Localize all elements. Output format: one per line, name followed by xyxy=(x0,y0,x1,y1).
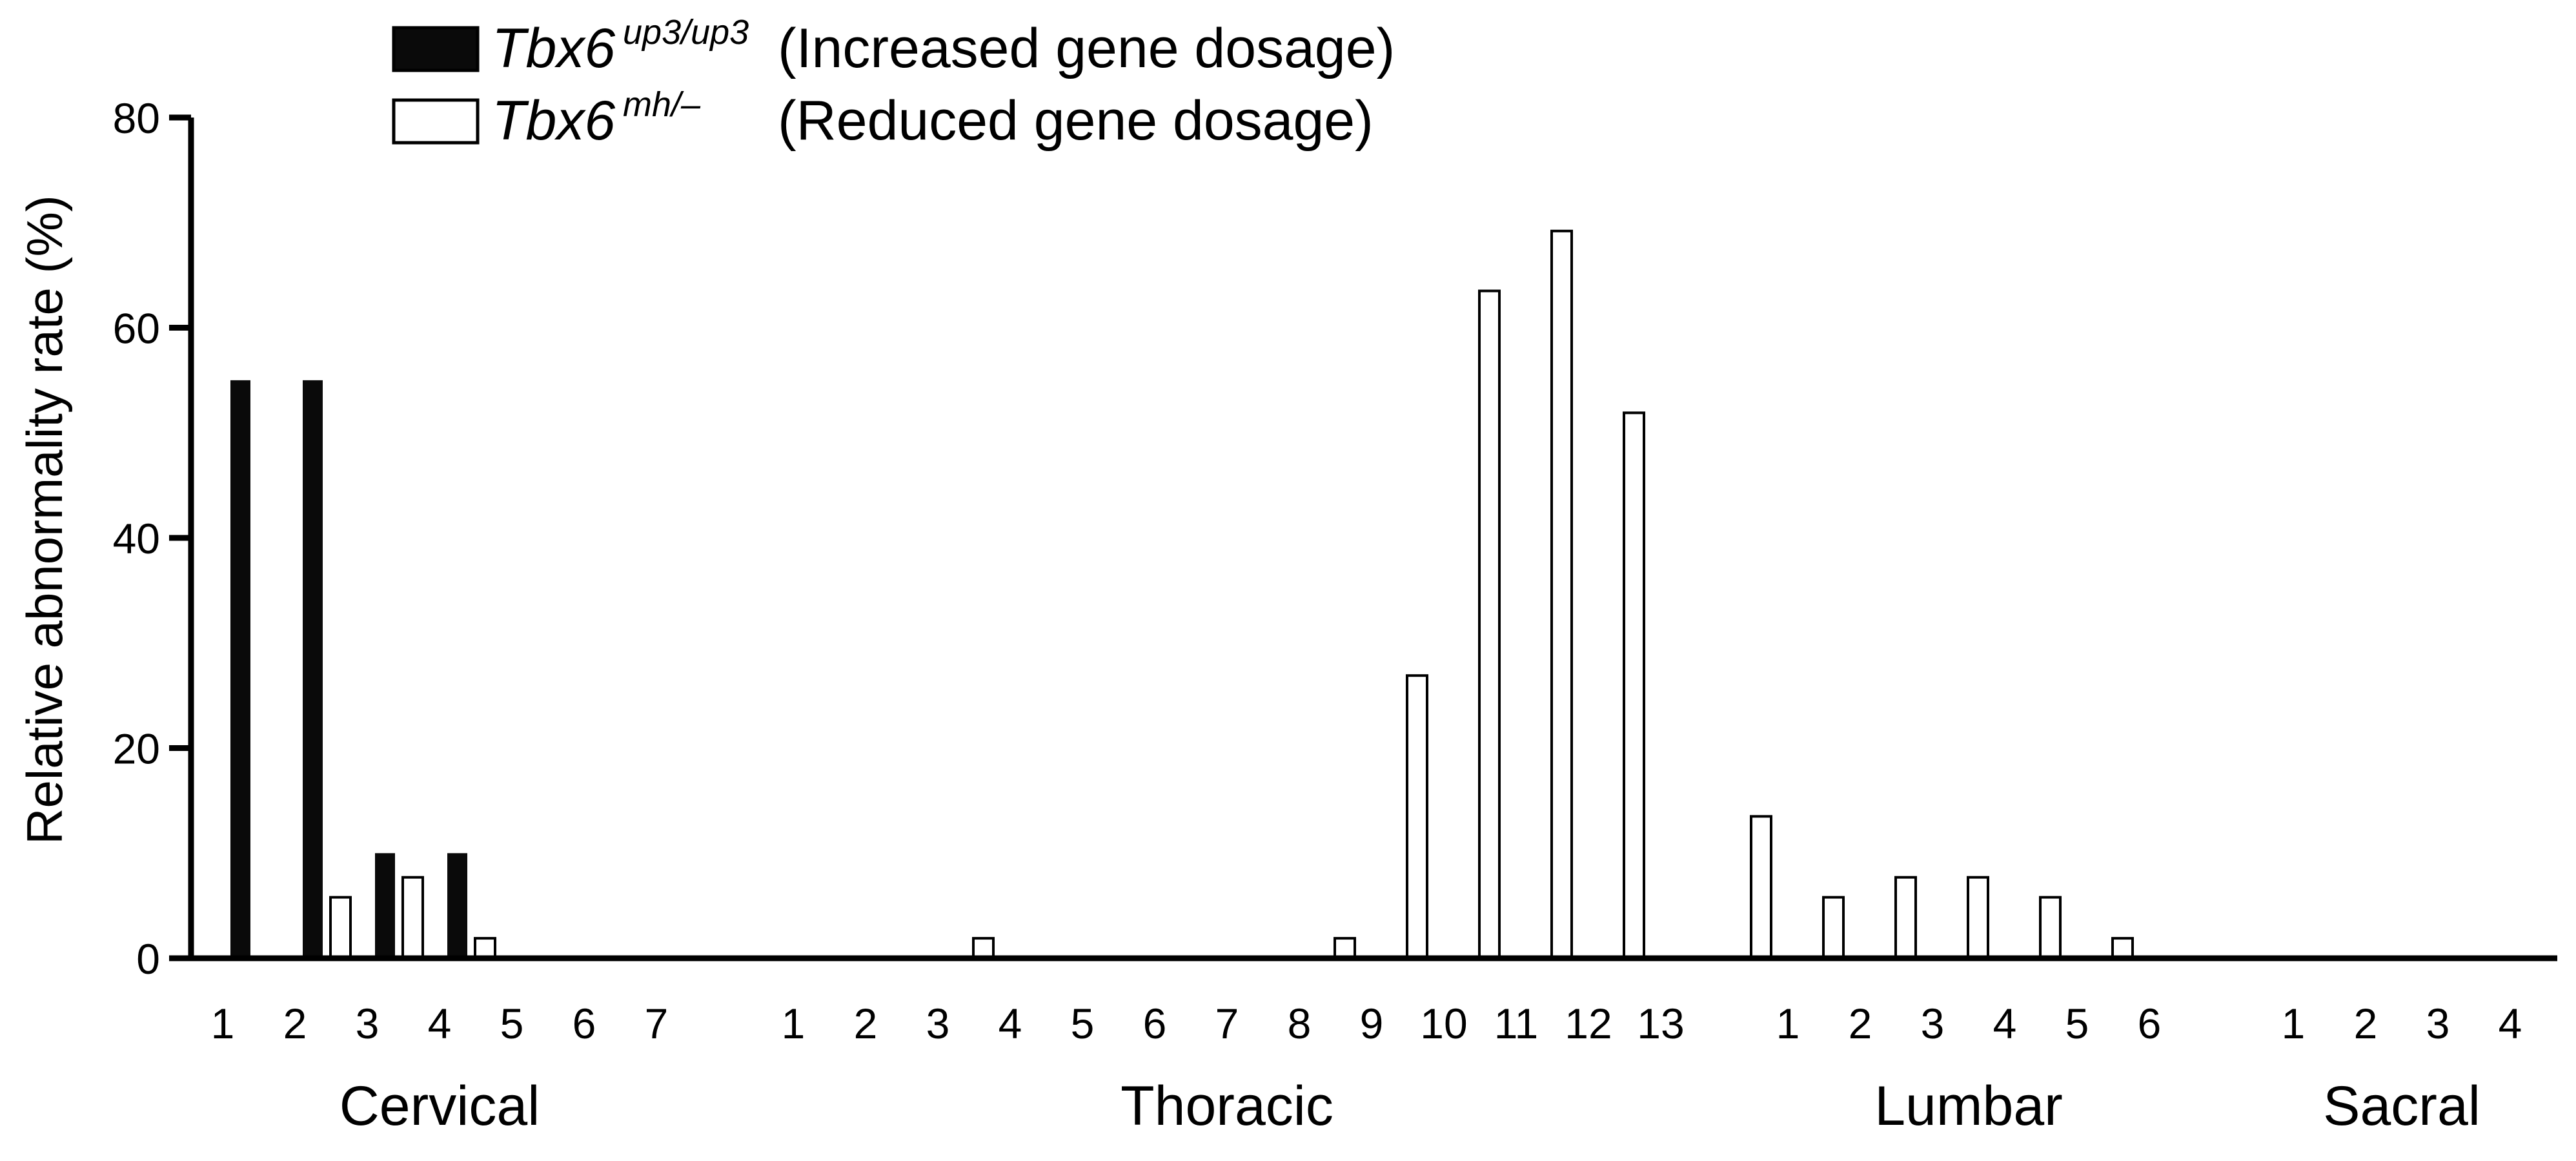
legend-label-mh: (Reduced gene dosage) xyxy=(778,90,1374,152)
y-tick-label-60: 60 xyxy=(113,305,160,353)
bar-up3-cervical-2 xyxy=(303,380,323,958)
x-tick-thoracic-6: 6 xyxy=(1143,1000,1167,1047)
x-tick-thoracic-8: 8 xyxy=(1288,1000,1312,1047)
y-tick-label-20: 20 xyxy=(113,725,160,773)
x-tick-thoracic-7: 7 xyxy=(1215,1000,1239,1047)
x-tick-thoracic-10: 10 xyxy=(1420,1000,1467,1047)
x-tick-thoracic-4: 4 xyxy=(999,1000,1022,1047)
bar-mh-thoracic-4 xyxy=(972,937,995,960)
legend-gene-up3: Tbx6 xyxy=(492,17,615,79)
bar-mh-thoracic-9 xyxy=(1334,937,1356,960)
x-tick-cervical-7: 7 xyxy=(645,1000,669,1047)
x-tick-cervical-2: 2 xyxy=(283,1000,307,1047)
bar-mh-thoracic-10 xyxy=(1406,674,1428,960)
x-tick-thoracic-2: 2 xyxy=(854,1000,878,1047)
bar-mh-thoracic-12 xyxy=(1550,229,1573,960)
legend-swatch-up3 xyxy=(392,26,480,72)
x-tick-cervical-3: 3 xyxy=(356,1000,380,1047)
bar-mh-cervical-4 xyxy=(401,876,424,960)
x-tick-thoracic-13: 13 xyxy=(1637,1000,1684,1047)
x-tick-sacral-2: 2 xyxy=(2354,1000,2378,1047)
x-tick-sacral-4: 4 xyxy=(2499,1000,2522,1047)
x-tick-lumbar-2: 2 xyxy=(1849,1000,1872,1047)
x-tick-thoracic-9: 9 xyxy=(1360,1000,1384,1047)
bar-mh-cervical-3 xyxy=(329,896,352,960)
bar-mh-lumbar-2 xyxy=(1822,896,1845,960)
bar-mh-cervical-5 xyxy=(474,937,496,960)
bar-up3-cervical-1 xyxy=(230,380,250,958)
x-tick-cervical-5: 5 xyxy=(500,1000,524,1047)
bar-mh-thoracic-11 xyxy=(1478,289,1501,960)
x-group-label-cervical: Cervical xyxy=(340,1075,540,1137)
y-axis-title: Relative abnormality rate (%) xyxy=(16,195,73,845)
legend-gene-mh: Tbx6 xyxy=(492,90,615,152)
x-tick-cervical-4: 4 xyxy=(428,1000,452,1047)
bar-mh-lumbar-4 xyxy=(1967,876,1989,960)
legend-label-up3: (Increased gene dosage) xyxy=(778,17,1395,79)
x-group-label-thoracic: Thoracic xyxy=(1121,1075,1334,1137)
x-tick-cervical-6: 6 xyxy=(573,1000,596,1047)
bar-mh-thoracic-13 xyxy=(1623,411,1645,960)
legend-genotype-mh: mh/– xyxy=(623,85,701,124)
x-tick-thoracic-11: 11 xyxy=(1494,1000,1539,1047)
x-group-label-lumbar: Lumbar xyxy=(1874,1075,2063,1137)
y-tick-label-0: 0 xyxy=(136,935,160,983)
x-tick-lumbar-5: 5 xyxy=(2065,1000,2089,1047)
y-tick-label-80: 80 xyxy=(113,94,160,142)
x-tick-thoracic-3: 3 xyxy=(926,1000,950,1047)
x-tick-sacral-3: 3 xyxy=(2426,1000,2450,1047)
x-tick-thoracic-12: 12 xyxy=(1565,1000,1612,1047)
x-tick-cervical-1: 1 xyxy=(211,1000,235,1047)
bar-mh-lumbar-5 xyxy=(2039,896,2062,960)
y-tick-label-40: 40 xyxy=(113,515,160,562)
bar-up3-cervical-3 xyxy=(375,853,395,958)
x-tick-lumbar-6: 6 xyxy=(2138,1000,2162,1047)
bar-up3-cervical-4 xyxy=(447,853,467,958)
x-group-label-sacral: Sacral xyxy=(2323,1075,2480,1137)
x-tick-thoracic-5: 5 xyxy=(1071,1000,1095,1047)
x-tick-lumbar-3: 3 xyxy=(1921,1000,1945,1047)
bar-mh-lumbar-1 xyxy=(1750,815,1772,960)
legend-swatch-mh xyxy=(392,98,480,145)
bar-mh-lumbar-3 xyxy=(1894,876,1917,960)
x-tick-thoracic-1: 1 xyxy=(782,1000,806,1047)
legend-genotype-up3: up3/up3 xyxy=(623,13,749,52)
x-tick-sacral-1: 1 xyxy=(2282,1000,2306,1047)
x-tick-lumbar-1: 1 xyxy=(1776,1000,1800,1047)
bar-mh-lumbar-6 xyxy=(2111,937,2134,960)
x-tick-lumbar-4: 4 xyxy=(1993,1000,2017,1047)
